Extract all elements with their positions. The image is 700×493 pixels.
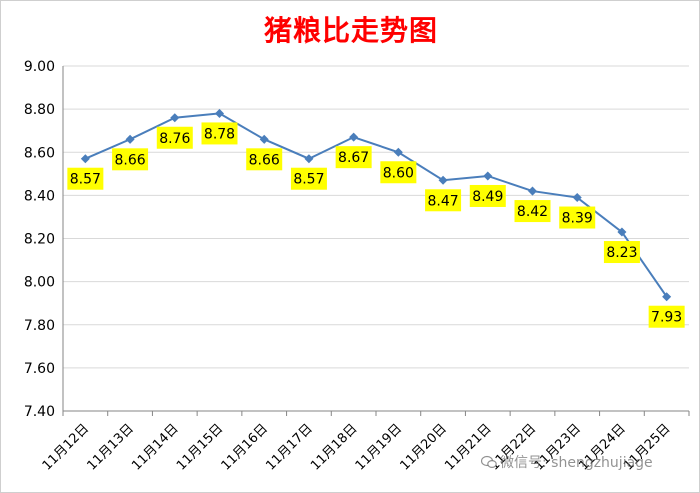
data-label-box [201,122,238,145]
series-line [84,112,668,298]
data-label: 8.23 [606,245,637,261]
chart-title: 猪粮比走势图 [263,14,438,47]
data-label-box [559,206,596,229]
data-label: 8.47 [427,193,458,209]
y-tick-label: 8.20 [24,232,55,248]
data-label-box [514,200,551,223]
data-labels: 8.57 8.66 8.76 8.78 8.66 8.57 8.67 8.60 8.47 8.49… [67,122,685,328]
data-label: 8.76 [159,131,190,147]
data-point [125,134,135,144]
data-label: 8.57 [293,172,324,188]
data-label-box [246,148,283,171]
x-tick-label: 11月15日 [174,421,226,473]
wechat-icon [481,455,497,469]
data-point [527,186,538,196]
data-label-box [648,305,685,328]
y-tick-label: 9.00 [24,59,55,75]
data-point [259,134,269,144]
data-point [393,147,403,157]
data-label-box [425,189,462,212]
data-label-box [290,167,327,190]
y-tick-label: 8.40 [24,188,55,204]
data-label: 8.66 [114,152,145,168]
data-label-box [156,126,193,149]
data-label-box [335,146,372,169]
data-point [80,154,90,164]
x-tick-label: 11月18日 [308,421,360,473]
x-tick-label: 11月13日 [85,421,137,473]
data-label: 8.66 [249,152,280,168]
watermark: 微信号: shengzhujiage [481,452,653,472]
y-tick-label: 7.40 [24,404,55,420]
watermark-text: 微信号: shengzhujiage [500,455,653,471]
data-label-box [603,241,640,264]
x-tick-label: 11月17日 [263,421,315,473]
data-point [483,171,493,181]
data-label: 7.93 [651,310,682,326]
data-label: 8.67 [338,150,369,166]
data-point [349,132,359,142]
data-point [304,154,314,164]
data-point [214,108,225,118]
data-label: 8.39 [562,211,593,227]
data-label: 8.57 [70,172,101,188]
y-tick-label: 8.00 [24,275,55,291]
data-label: 8.49 [472,189,503,205]
data-label-box [380,161,417,184]
y-tick-label: 7.60 [24,361,55,377]
x-tick-label: 11月14日 [129,421,181,473]
series-line-layer [84,112,668,298]
x-tick-label: 11月16日 [219,421,271,473]
x-tick-label: 11月19日 [353,421,405,473]
axes: 7.40 7.60 7.80 8.00 8.20 8.40 8.60 8.80 9.00 11月1… [24,59,690,474]
x-tick-label: 11月20日 [398,421,450,473]
y-tick-label: 8.60 [24,145,55,161]
data-label-box [112,148,149,171]
data-label-box [469,184,506,207]
data-label-box [67,167,104,190]
data-label: 8.78 [204,126,235,142]
data-point [438,175,448,185]
y-tick-label: 7.80 [24,318,55,334]
x-tick-label: 11月12日 [40,421,92,473]
data-label: 8.60 [383,165,414,181]
data-point [170,113,180,123]
gridlines [63,65,689,412]
y-tick-label: 8.80 [24,102,55,118]
data-label: 8.42 [517,204,548,220]
